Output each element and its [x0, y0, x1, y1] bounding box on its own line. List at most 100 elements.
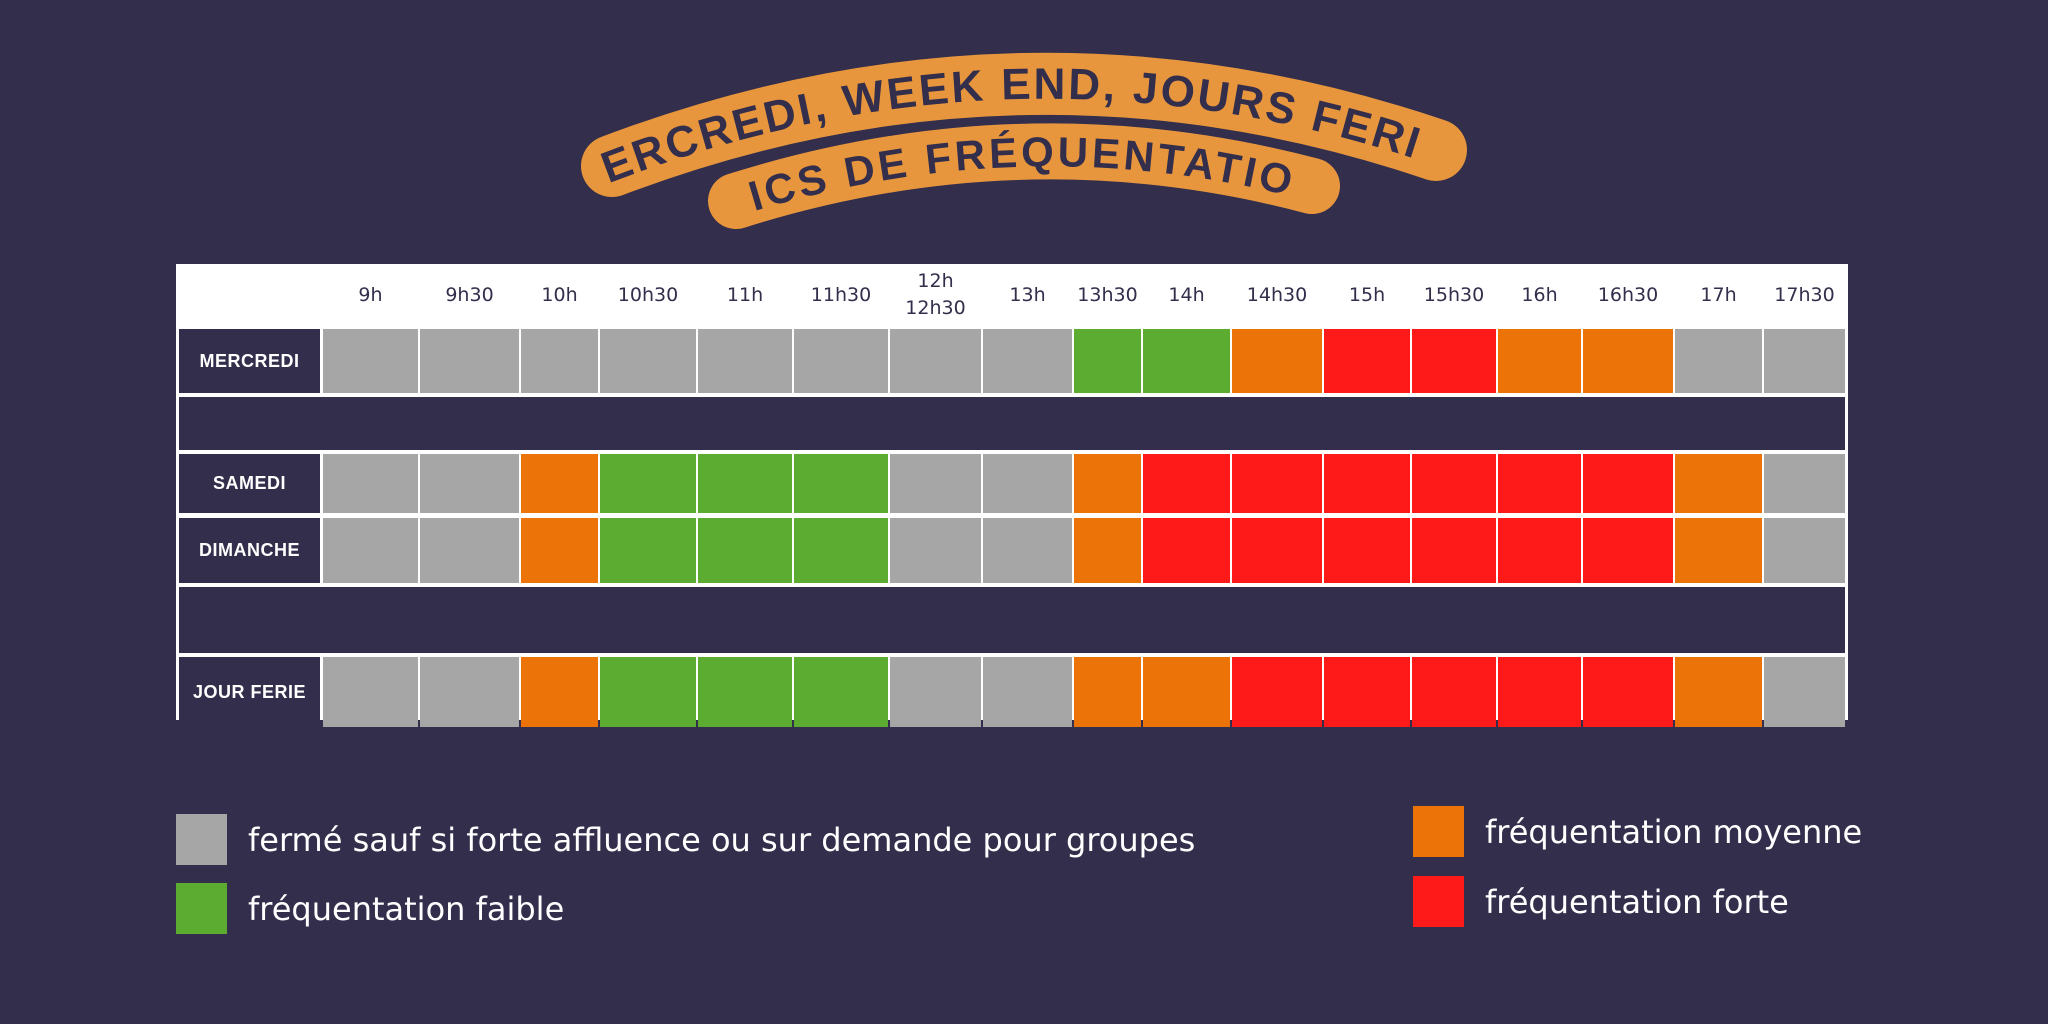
heatmap-cell-medium [1074, 518, 1141, 583]
time-slot-header: 12h 12h30 [905, 270, 966, 319]
time-slot-header: 11h [726, 283, 764, 306]
heatmap-cell-closed [420, 657, 519, 727]
heatmap-cell-closed [420, 518, 519, 583]
legend-label-high: fréquentation forte [1485, 882, 1789, 921]
heatmap-cell-high [1412, 518, 1496, 583]
heatmap-cell-medium [1232, 329, 1322, 393]
heatmap-cell-closed [1675, 329, 1762, 393]
heatmap-cell-high [1324, 329, 1410, 393]
heatmap-cell-medium [1675, 518, 1762, 583]
heatmap-cell-closed [698, 329, 792, 393]
heatmap-cell-closed [794, 329, 888, 393]
time-slot-header: 9h [358, 283, 383, 306]
heatmap-cell-high [1412, 329, 1496, 393]
heatmap-cell-closed [323, 657, 418, 727]
heatmap-cell-closed [420, 329, 519, 393]
heatmap-cell-low [1143, 329, 1230, 393]
legend-item-low: fréquentation faible [176, 883, 564, 934]
heatmap-cell-closed [323, 454, 418, 513]
legend-item-closed: fermé sauf si forte affluence ou sur dem… [176, 814, 1195, 865]
time-slot-header: 16h [1521, 283, 1558, 306]
heatmap-cell-medium [1675, 657, 1762, 727]
heatmap-cell-high [1498, 454, 1581, 513]
heatmap-cell-high [1232, 657, 1322, 727]
heatmap-cell-medium [521, 454, 598, 513]
heatmap-cell-low [1074, 329, 1141, 393]
time-slot-header: 15h30 [1423, 283, 1485, 306]
row-label: MERCREDI [179, 329, 320, 393]
heatmap-cell-medium [1583, 329, 1673, 393]
time-slot-header: 10h30 [617, 283, 679, 306]
heatmap-cell-high [1412, 454, 1496, 513]
heatmap-cell-low [600, 657, 696, 727]
time-slot-header: 17h30 [1774, 283, 1835, 306]
heatmap-cell-closed [890, 657, 981, 727]
heatmap-cell-closed [1764, 329, 1845, 393]
heatmap-cell-closed [983, 454, 1072, 513]
heatmap-cell-closed [323, 518, 418, 583]
heatmap-cell-low [698, 657, 792, 727]
heatmap-cell-high [1583, 518, 1673, 583]
row-label: JOUR FERIE [179, 657, 320, 727]
banner-ribbon-bottom [708, 123, 1340, 229]
heatmap-cell-high [1324, 518, 1410, 583]
legend-item-medium: fréquentation moyenne [1413, 806, 1862, 857]
row-spacer [179, 397, 1845, 450]
legend-label-closed: fermé sauf si forte affluence ou sur dem… [248, 820, 1196, 859]
row-label: DIMANCHE [179, 518, 320, 583]
heatmap-cell-closed [890, 518, 981, 583]
legend-swatch-closed [176, 814, 227, 865]
heatmap-cell-medium [1143, 657, 1230, 727]
heatmap-cell-closed [983, 329, 1072, 393]
time-slot-header: 13h30 [1077, 283, 1138, 306]
heatmap-cell-low [794, 454, 888, 513]
legend-item-high: fréquentation forte [1413, 876, 1789, 927]
heatmap-cell-medium [1074, 454, 1141, 513]
row-label: SAMEDI [179, 454, 320, 513]
legend-swatch-low [176, 883, 227, 934]
time-slot-header: 17h [1700, 283, 1737, 306]
heatmap-cell-closed [600, 329, 696, 393]
heatmap-cell-closed [323, 329, 418, 393]
time-slot-header: 14h [1168, 283, 1205, 306]
heatmap-cell-high [1498, 657, 1581, 727]
heatmap-cell-high [1143, 454, 1230, 513]
time-slot-header: 11h30 [810, 283, 872, 306]
row-spacer [179, 587, 1845, 653]
heatmap-cell-high [1143, 518, 1230, 583]
banner-ribbon-top [581, 52, 1467, 197]
time-slot-header: 14h30 [1246, 283, 1308, 306]
heatmap-cell-closed [890, 454, 981, 513]
heatmap-cell-low [794, 657, 888, 727]
heatmap-cell-low [600, 518, 696, 583]
heatmap-cell-high [1498, 518, 1581, 583]
title-banner: MERCREDI, WEEK END, JOURS FERIES PICS DE… [0, 0, 1467, 229]
frequentation-table: 9h 9h30 10h 10h30 11h 11h30 12h 12h30 13h 13h30 1… [176, 264, 1848, 727]
time-slot-header: 13h [1009, 283, 1046, 306]
heatmap-cell-high [1583, 454, 1673, 513]
heatmap-cell-closed [983, 518, 1072, 583]
heatmap-cell-closed [1764, 454, 1845, 513]
heatmap-cell-high [1583, 657, 1673, 727]
time-slot-header: 9h30 [445, 283, 494, 306]
heatmap-cell-medium [1074, 657, 1141, 727]
time-slot-header: 15h [1348, 283, 1386, 306]
heatmap-cell-low [794, 518, 888, 583]
heatmap-cell-closed [420, 454, 519, 513]
time-slot-header: 10h [541, 283, 578, 306]
time-slot-header: 16h30 [1597, 283, 1659, 306]
heatmap-cell-high [1412, 657, 1496, 727]
heatmap-cell-medium [521, 518, 598, 583]
legend-label-medium: fréquentation moyenne [1485, 812, 1863, 851]
heatmap-cell-low [698, 454, 792, 513]
legend-swatch-medium [1413, 806, 1464, 857]
heatmap-cell-high [1232, 518, 1322, 583]
heatmap-cell-medium [521, 657, 598, 727]
heatmap-cell-closed [521, 329, 598, 393]
heatmap-cell-closed [1764, 518, 1845, 583]
heatmap-cell-closed [983, 657, 1072, 727]
heatmap-cell-medium [1675, 454, 1762, 513]
heatmap-cell-closed [890, 329, 981, 393]
heatmap-cell-high [1324, 657, 1410, 727]
heatmap-cell-high [1324, 454, 1410, 513]
